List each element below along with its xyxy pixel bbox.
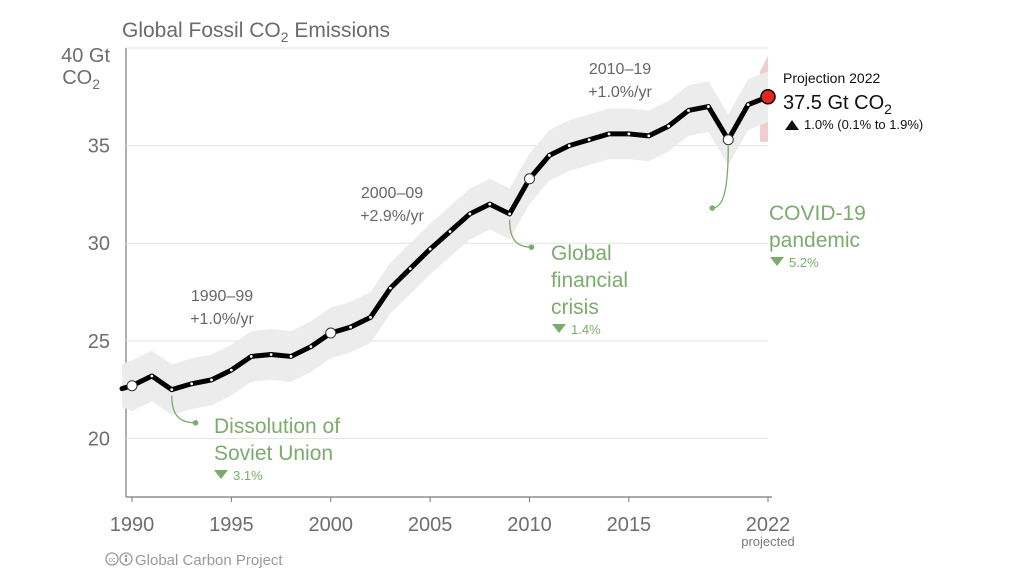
event-soviet-line2: Soviet Union [214,442,333,465]
data-point-1994 [210,378,213,382]
y-tick-label-25: 25 [88,331,110,353]
down-triangle-icon [214,470,228,479]
cc-license-icon: cc [105,552,119,566]
data-point-2020 [722,134,734,146]
data-point-2010 [524,173,535,185]
event-leader-lines [171,145,729,426]
data-point-2017 [667,124,671,128]
data-point-1997 [269,353,273,356]
event-covid-delta: 5.2% [789,255,819,270]
x-axis-projected-note: projected [741,534,794,549]
data-point-2002 [369,316,372,319]
event-soviet-line1: Dissolution of [214,415,340,438]
data-point-2006 [448,230,452,233]
data-point-2011 [547,153,551,157]
event-soviet-union: Dissolution of Soviet Union 3.1% [214,415,340,483]
period-1990s-rate: +1.0%/yr [190,311,254,328]
y-tick-label-30: 30 [88,233,110,255]
emissions-points [126,89,776,392]
event-covid-line2: pandemic [769,229,860,252]
data-point-2009 [508,212,512,216]
event-leader-dot-0 [192,420,199,426]
period-2010s-rate: +1.0%/yr [588,84,652,101]
projection-change: 1.0% (0.1% to 1.9%) [804,117,923,132]
data-point-2013 [587,138,591,142]
uncertainty-band [122,71,768,416]
data-point-2004 [408,267,412,270]
event-leader-line-2 [712,145,729,209]
event-leader-line-1 [508,219,532,248]
event-covid-line1: COVID-19 [769,202,866,225]
up-triangle-icon [785,120,799,130]
x-tick-label-2022: 2022 [746,514,791,536]
data-point-2012 [567,144,571,148]
data-point-2008 [488,202,492,206]
x-tick-label-2000: 2000 [309,514,354,536]
data-point-1998 [289,355,293,358]
projection-value: 37.5 Gt CO2 [783,92,892,117]
x-tick-label-1995: 1995 [209,514,254,536]
x-tick-label-2015: 2015 [607,514,652,536]
data-point-1999 [309,345,313,349]
emissions-series [119,94,771,393]
data-point-2005 [428,247,432,251]
y-tick-label-35: 35 [88,136,110,158]
data-point-1992 [170,388,174,392]
data-point-1995 [229,368,233,372]
data-point-2021 [746,103,750,107]
period-2010s-range: 2010–19 [589,61,651,78]
y-axis-label-line1: 40 Gt [61,45,110,67]
event-crisis-line2: financial [551,269,628,292]
data-point-1991 [150,374,154,378]
grid-lines [126,47,768,439]
data-point-2000 [325,327,337,339]
period-2000s-range: 2000–09 [361,185,423,202]
projection-annotation: Projection 2022 37.5 Gt CO2 1.0% (0.1% t… [783,70,923,132]
x-tick-label-2005: 2005 [408,514,453,536]
y-axis-label-line2: CO2 [62,67,100,92]
emissions-line [119,94,771,393]
data-point-2014 [607,132,611,136]
data-point-1993 [190,382,194,386]
credit-text: Global Carbon Project [135,552,283,569]
x-tick-labels: 1990 1995 2000 2005 2010 2015 2022 [110,497,791,536]
data-point-2022 [760,89,776,105]
event-covid: COVID-19 pandemic 5.2% [769,202,866,270]
event-financial-crisis: Global financial crisis 1.4% [551,242,628,337]
data-point-2015 [627,132,631,136]
y-tick-labels: 35 30 25 20 [88,136,110,451]
data-point-1996 [249,355,253,358]
event-leader-line-0 [171,395,196,424]
data-point-2007 [468,212,472,216]
down-triangle-icon [770,257,784,266]
projection-heading: Projection 2022 [783,70,881,86]
event-leader-dot-2 [709,205,716,211]
down-triangle-icon [552,324,566,333]
by-license-icon [119,552,133,566]
data-point-2016 [647,134,651,138]
x-tick-label-2010: 2010 [507,514,552,536]
x-tick-label-1990: 1990 [110,514,155,536]
y-tick-label-20: 20 [88,428,110,450]
credit: cc Global Carbon Project [105,552,283,569]
chart-title: Global Fossil CO2 Emissions [122,19,390,45]
period-2000s-rate: +2.9%/yr [360,208,424,225]
event-crisis-line3: crisis [551,296,599,319]
event-soviet-delta: 3.1% [233,468,263,483]
period-1990s-range: 1990–99 [191,288,253,305]
uncertainty-band-shape [122,71,768,416]
data-point-2019 [706,105,710,108]
data-point-2001 [349,325,353,329]
event-crisis-delta: 1.4% [571,322,601,337]
svg-text:cc: cc [109,557,117,564]
event-crisis-line1: Global [551,242,612,265]
data-point-2018 [687,109,690,112]
event-leader-dot-1 [528,244,535,250]
data-point-1990 [126,380,138,392]
data-point-2003 [388,286,392,290]
